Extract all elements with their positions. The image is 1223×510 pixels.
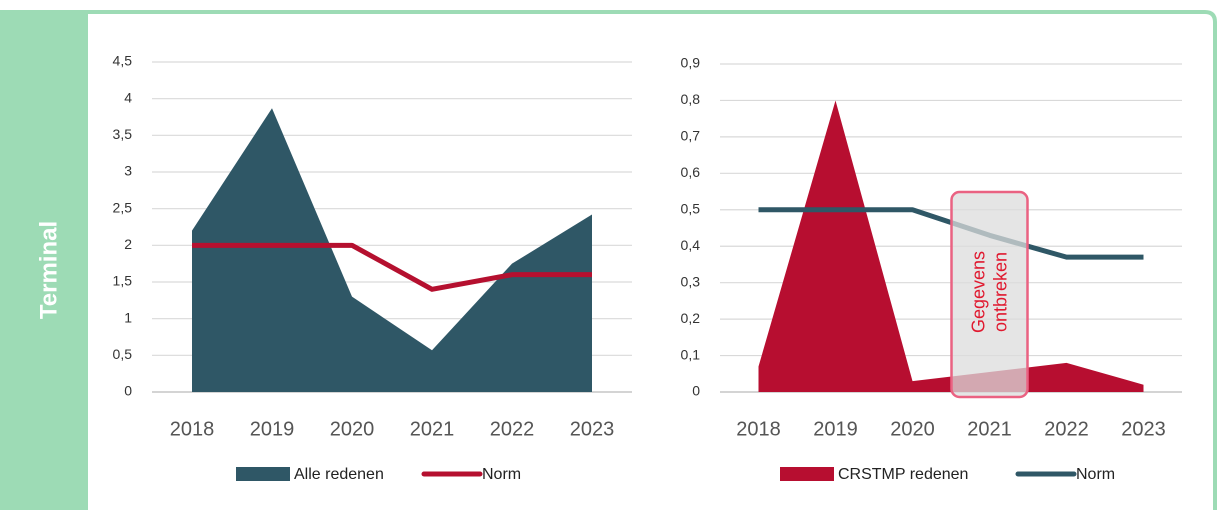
x-tick-label: 2021: [967, 418, 1012, 440]
legend-swatch: [236, 467, 290, 481]
y-tick-label: 0,5: [113, 346, 133, 362]
x-tick-label: 2023: [1121, 418, 1166, 440]
y-tick-label: 0,1: [681, 346, 701, 362]
annotation-line: Gegevens: [968, 251, 988, 333]
y-tick-label: 1,5: [113, 273, 133, 289]
y-tick-label: 4,5: [113, 53, 133, 69]
y-tick-label: 2,5: [113, 199, 133, 215]
legend-label: CRSTMP redenen: [838, 466, 968, 483]
legend-label: Norm: [482, 466, 521, 483]
x-tick-label: 2022: [1044, 418, 1089, 440]
y-tick-label: 0,4: [681, 237, 701, 253]
y-tick-label: 2: [124, 236, 132, 252]
y-tick-label: 0,3: [681, 273, 701, 289]
area: [192, 108, 592, 392]
y-tick-label: 0,7: [681, 128, 701, 144]
y-tick-label: 0,8: [681, 91, 701, 107]
y-tick-label: 0: [124, 383, 132, 399]
x-tick-label: 2020: [890, 418, 935, 440]
y-tick-label: 3,5: [113, 126, 133, 142]
x-tick-label: 2021: [410, 418, 455, 440]
legend-label: Alle redenen: [294, 466, 384, 483]
y-tick-label: 0,2: [681, 310, 701, 326]
y-tick-label: 0,6: [681, 164, 701, 180]
sidebar-label: Terminal: [35, 221, 62, 319]
x-tick-label: 2022: [490, 418, 535, 440]
x-tick-label: 2019: [250, 418, 295, 440]
y-tick-label: 0,5: [681, 200, 701, 216]
y-tick-label: 1: [124, 309, 132, 325]
annotation-box: [950, 190, 1029, 399]
area: [758, 100, 1144, 392]
y-tick-label: 0: [692, 383, 700, 399]
legend-label: Norm: [1076, 466, 1115, 483]
annotation-line: ontbreken: [990, 252, 1010, 332]
x-tick-label: 2023: [570, 418, 615, 440]
x-tick-label: 2018: [736, 418, 781, 440]
frame: [88, 10, 1217, 510]
x-tick-label: 2019: [813, 418, 858, 440]
x-tick-label: 2020: [330, 418, 375, 440]
y-tick-label: 3: [124, 163, 132, 179]
line: [192, 242, 592, 292]
x-tick-label: 2018: [170, 418, 215, 440]
y-tick-label: 0,9: [681, 55, 701, 71]
annotation: Gegevens ontbreken: [968, 251, 1010, 333]
legend-swatch: [780, 467, 834, 481]
sidebar: [0, 10, 88, 510]
y-tick-label: 4: [124, 89, 132, 105]
